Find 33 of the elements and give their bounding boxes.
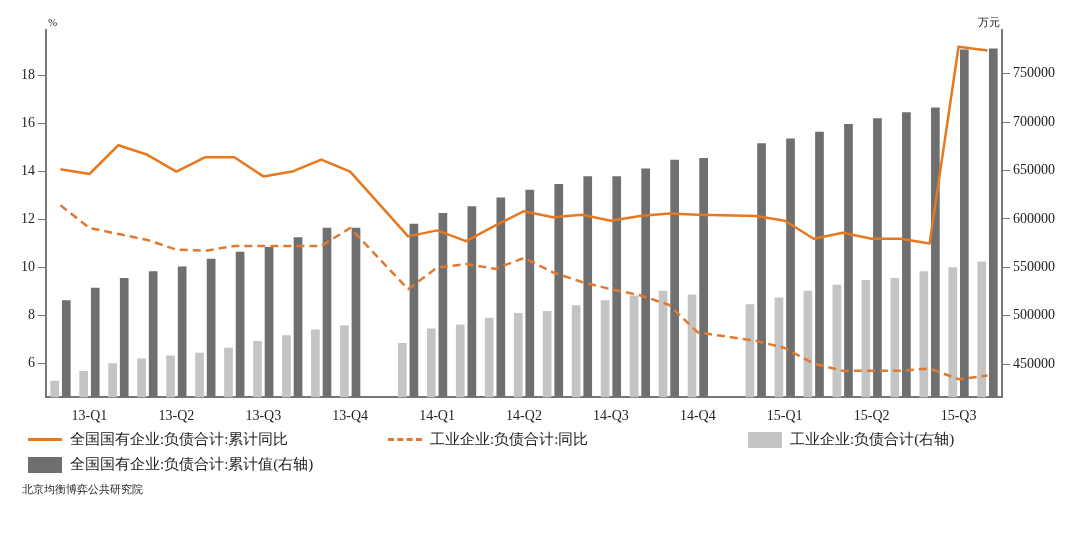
x-tick-label: 15-Q1	[766, 408, 803, 424]
legend-label: 全国国有企业:负债合计:累计同比	[70, 430, 289, 449]
y2-axis-title: 万元	[978, 16, 1000, 28]
x-tick-label: 13-Q1	[71, 408, 108, 424]
y-axis-title: %	[48, 16, 58, 28]
y-tick-label: 18	[21, 67, 35, 83]
y-tick-label: 12	[21, 211, 35, 227]
y2-tick-label: 500000	[1013, 307, 1055, 323]
x-tick-label: 13-Q4	[332, 408, 369, 424]
x-tick-label: 13-Q3	[245, 408, 282, 424]
text: 北京均衡博弈公共研究院	[21, 482, 144, 497]
y-tick-label: 14	[21, 163, 35, 179]
y-tick-label: 6	[28, 355, 35, 371]
x-tick-label: 14-Q4	[679, 408, 716, 424]
x-tick-label: 13-Q2	[158, 408, 195, 424]
legend-label: 工业企业:负债合计(右轴)	[790, 430, 955, 449]
legend-label: 全国国有企业:负债合计:累计值(右轴)	[70, 455, 314, 474]
x-tick-label: 14-Q3	[593, 408, 629, 424]
x-tick-label: 15-Q3	[940, 408, 977, 424]
y-tick-label: 8	[28, 307, 35, 323]
line-series	[59, 203, 989, 381]
y2-tick-label: 750000	[1013, 65, 1055, 81]
y2-tick-label: 450000	[1013, 355, 1055, 371]
y2-tick-label: 700000	[1013, 113, 1055, 129]
x-tick-label: 15-Q2	[853, 408, 890, 424]
legend-label: 工业企业:负债合计:同比	[430, 430, 589, 449]
y-tick-label: 16	[21, 115, 35, 131]
y2-tick-label: 650000	[1013, 162, 1055, 178]
y2-tick-label: 550000	[1013, 259, 1055, 275]
y-tick-label: 10	[21, 259, 35, 275]
x-tick-label: 14-Q2	[506, 408, 542, 424]
y2-tick-label: 600000	[1013, 210, 1055, 226]
x-tick-label: 14-Q1	[419, 408, 455, 424]
